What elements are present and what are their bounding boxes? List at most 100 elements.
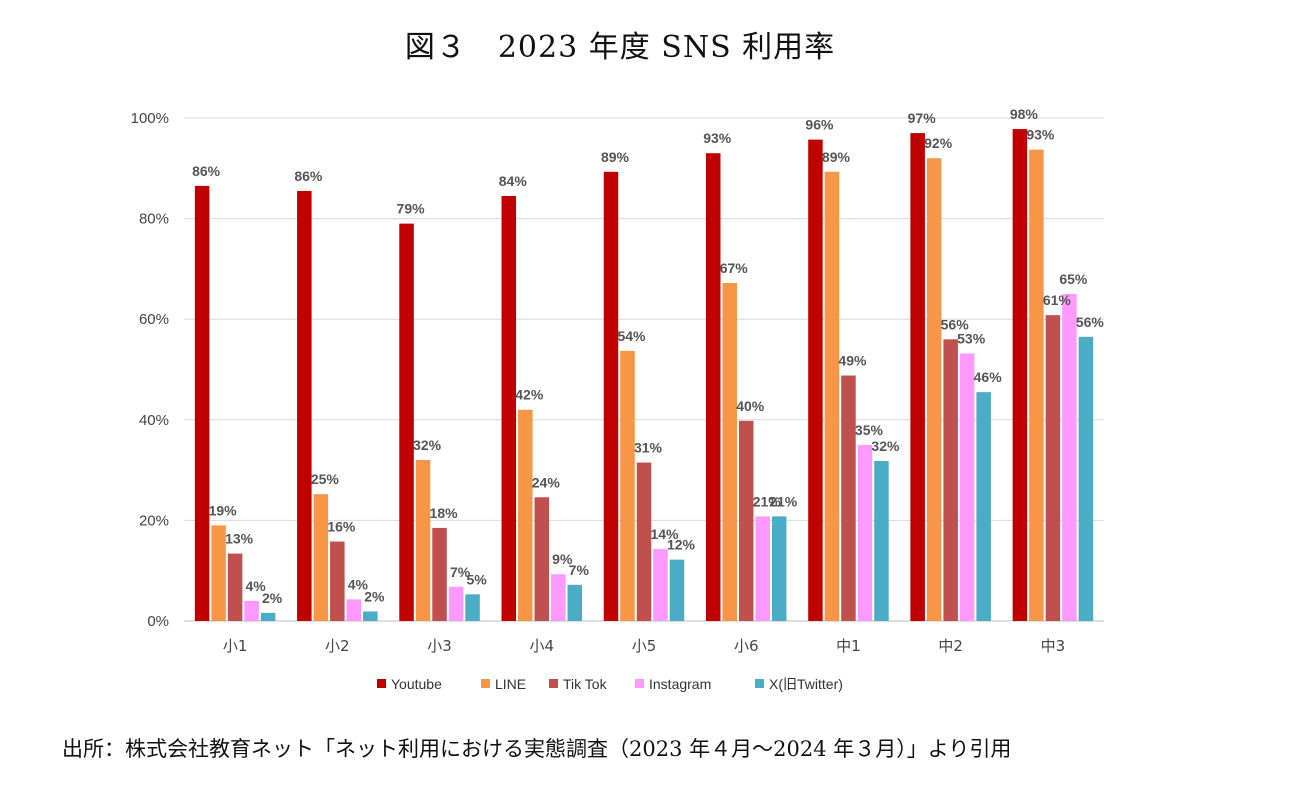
data-label: 96% — [805, 117, 834, 133]
bar-tik-tok — [943, 339, 958, 621]
y-tick-label: 80% — [139, 211, 169, 228]
bar-x-twitter — [567, 584, 583, 621]
bar-line — [415, 460, 431, 621]
data-label: 93% — [703, 130, 732, 146]
category-label: 小2 — [325, 637, 350, 655]
bar-youtube — [297, 190, 312, 621]
legend-label: Tik Tok — [563, 676, 608, 692]
bar-youtube — [501, 195, 517, 621]
legend-swatch — [549, 679, 558, 688]
bar-x-twitter — [771, 516, 787, 621]
bar-x-twitter — [669, 559, 685, 621]
data-label: 46% — [974, 369, 1003, 385]
category-label: 中3 — [1041, 637, 1066, 655]
bar-instagram — [959, 353, 975, 621]
bar-youtube — [603, 171, 619, 622]
data-label: 93% — [1026, 127, 1055, 143]
y-tick-label: 60% — [139, 311, 169, 328]
legend-swatch — [635, 679, 644, 688]
bar-x-twitter — [465, 594, 480, 621]
bar-line — [313, 494, 329, 621]
category-label: 小5 — [632, 637, 657, 655]
bar-line — [722, 282, 737, 621]
data-label: 42% — [515, 387, 544, 403]
source-note: 出所：株式会社教育ネット「ネット利用における実態調査（2023 年４月〜2024… — [62, 737, 1012, 761]
bar-x-twitter — [976, 392, 991, 621]
bar-tik-tok — [636, 462, 652, 621]
data-label: 84% — [499, 173, 528, 189]
legend-label: Youtube — [391, 676, 442, 692]
legend-label: X(旧Twitter) — [769, 676, 843, 692]
data-label: 25% — [311, 471, 340, 487]
data-label: 19% — [209, 502, 238, 518]
data-label: 31% — [634, 440, 663, 456]
y-axis-ticks: 0% 20% 40% 60% 80% 100% — [131, 110, 169, 630]
bar-youtube — [910, 133, 925, 621]
bars — [194, 129, 1094, 622]
category-label: 中1 — [836, 637, 861, 655]
data-labels: 86%19%13%4%2%86%25%16%4%2%79%32%18%7%5%8… — [192, 106, 1104, 606]
category-label: 小4 — [530, 637, 555, 655]
bar-tik-tok — [534, 497, 550, 621]
bar-x-twitter — [363, 611, 378, 621]
data-label: 98% — [1010, 106, 1039, 122]
bar-youtube — [194, 185, 210, 621]
bar-line — [211, 525, 226, 621]
data-label: 65% — [1059, 271, 1088, 287]
data-label: 67% — [720, 260, 749, 276]
data-label: 14% — [650, 526, 679, 542]
bar-tik-tok — [432, 527, 447, 621]
data-label: 21% — [769, 493, 798, 509]
bar-instagram — [346, 599, 362, 621]
data-label: 56% — [1076, 314, 1105, 330]
data-label: 86% — [192, 163, 221, 179]
bar-tik-tok — [738, 420, 754, 621]
y-tick-label: 40% — [139, 412, 169, 429]
data-label: 7% — [569, 562, 590, 578]
bar-instagram — [755, 516, 770, 621]
legend-label: Instagram — [649, 676, 711, 692]
category-label: 小6 — [734, 637, 759, 655]
data-label: 18% — [430, 505, 459, 521]
data-label: 53% — [957, 330, 986, 346]
bar-youtube — [1012, 129, 1028, 622]
data-label: 92% — [924, 135, 953, 151]
bar-line — [620, 350, 635, 621]
bar-youtube — [705, 153, 721, 621]
bar-instagram — [551, 574, 566, 621]
data-label: 5% — [466, 571, 487, 587]
bar-youtube — [808, 139, 823, 621]
bar-instagram — [244, 600, 259, 621]
x-axis-categories: 小1 小2 小3 小4 小5 小6 中1 中2 中3 — [223, 637, 1065, 655]
data-label: 4% — [245, 578, 266, 594]
data-label: 32% — [413, 437, 442, 453]
data-label: 54% — [617, 328, 646, 344]
category-label: 小3 — [427, 637, 452, 655]
y-tick-label: 0% — [147, 613, 169, 630]
legend: Youtube LINE Tik Tok Instagram X(旧Twitter) — [377, 676, 843, 692]
data-label: 2% — [364, 588, 385, 604]
bar-instagram — [448, 586, 464, 621]
bar-x-twitter — [260, 612, 276, 621]
bar-line — [824, 171, 840, 622]
data-label: 89% — [601, 149, 630, 165]
data-label: 32% — [871, 438, 900, 454]
category-label: 中2 — [938, 637, 963, 655]
data-label: 79% — [397, 201, 426, 217]
data-label: 86% — [294, 168, 323, 184]
bar-tik-tok — [1045, 315, 1061, 621]
legend-label: LINE — [495, 676, 526, 692]
bar-instagram — [653, 549, 668, 621]
chart-title: 図３ 2023 年度 SNS 利用率 — [404, 30, 836, 65]
data-label: 4% — [348, 576, 369, 592]
data-label: 97% — [908, 110, 937, 126]
data-label: 16% — [327, 519, 356, 535]
bar-tik-tok — [330, 541, 345, 621]
category-label: 小1 — [223, 637, 248, 655]
y-tick-label: 20% — [139, 512, 169, 529]
bar-youtube — [399, 223, 414, 621]
bar-line — [926, 158, 942, 622]
data-label: 56% — [941, 316, 970, 332]
bar-tik-tok — [841, 375, 856, 621]
